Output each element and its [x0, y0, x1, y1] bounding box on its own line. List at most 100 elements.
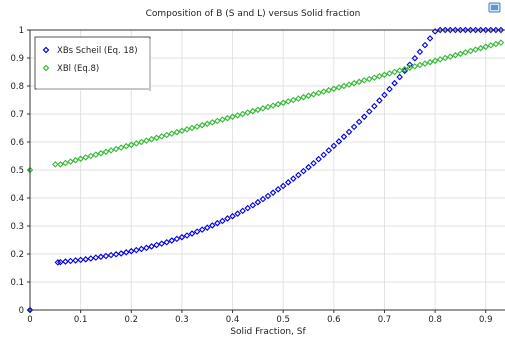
data-point: [87, 255, 95, 262]
legend-marker: [42, 64, 50, 72]
data-point: [72, 156, 79, 164]
data-point: [72, 257, 79, 264]
x-tick-label: 0.2: [125, 315, 139, 325]
data-point: [239, 110, 246, 118]
data-point: [62, 159, 69, 167]
data-point: [122, 142, 130, 150]
data-point: [82, 256, 89, 263]
data-point: [229, 113, 236, 121]
chart-title: Composition of B (S and L) versus Solid …: [146, 9, 361, 19]
data-point: [411, 63, 419, 70]
data-point: [391, 79, 398, 87]
data-point: [209, 119, 216, 126]
data-point: [426, 35, 434, 42]
data-point: [487, 42, 495, 49]
data-point: [487, 26, 495, 34]
legend-label: XBs Scheil (Eq. 18): [57, 46, 138, 56]
plot-frame: [29, 29, 505, 311]
data-point: [365, 108, 373, 115]
data-point: [57, 258, 64, 266]
data-point: [188, 124, 196, 132]
data-point: [259, 105, 267, 112]
data-point: [259, 195, 267, 203]
data-point: [457, 50, 464, 58]
data-point: [497, 39, 505, 46]
data-point: [112, 145, 120, 153]
legend-label: XBl (Eq.8): [57, 64, 99, 74]
data-point: [310, 91, 317, 98]
data-point: [436, 56, 444, 63]
y-tick-label: 0.6: [10, 138, 24, 148]
x-tick-label: 0.9: [479, 315, 493, 325]
data-point: [381, 91, 388, 99]
data-point: [335, 138, 343, 145]
data-point: [284, 98, 292, 105]
data-point: [305, 163, 312, 171]
data-point: [472, 26, 479, 34]
y-tick-label: 1: [19, 26, 24, 36]
data-point: [168, 237, 176, 244]
data-point: [401, 65, 409, 73]
y-tick-label: 0.2: [10, 250, 24, 260]
data-point: [153, 241, 160, 249]
data-point: [350, 123, 358, 131]
data-point: [219, 116, 226, 123]
data-point: [117, 144, 125, 151]
x-tick-label: 0.7: [378, 315, 392, 325]
legend: XBs Scheil (Eq. 18) XBl (Eq.8): [34, 36, 151, 91]
data-point: [224, 215, 231, 222]
data-point: [411, 55, 419, 62]
data-point: [472, 46, 479, 53]
y-tick-label: 0.3: [10, 222, 24, 232]
data-point: [360, 77, 368, 84]
series-2: [26, 39, 505, 174]
x-tick-label: 0.6: [327, 315, 341, 325]
data-point: [92, 254, 100, 261]
data-point: [284, 179, 292, 186]
axis-ticks: 0 0.1 0.2 0.3 0.4 0.5 0.6 0.7 0.8 0.9 0 0.1 0.2 0.3 0.…: [10, 26, 492, 325]
data-point: [173, 128, 181, 136]
data-point: [26, 306, 34, 314]
data-point: [87, 152, 95, 160]
data-point: [452, 26, 459, 34]
x-tick-label: 0.1: [74, 315, 88, 325]
data-point: [386, 85, 393, 93]
data-point: [391, 68, 398, 76]
data-point: [239, 207, 246, 215]
data-point: [340, 82, 348, 90]
y-tick-label: 0.8: [10, 82, 24, 92]
data-point: [133, 246, 140, 254]
data-point: [436, 26, 444, 34]
data-point: [77, 155, 84, 163]
data-point: [452, 51, 459, 59]
y-tick-label: 0: [19, 306, 24, 316]
data-point: [441, 26, 449, 34]
data-point: [345, 81, 353, 88]
data-point: [67, 257, 74, 265]
data-point: [274, 100, 282, 108]
data-point: [112, 251, 120, 258]
x-tick-label: 0.4: [226, 315, 240, 325]
data-point: [97, 253, 105, 261]
data-point: [360, 113, 368, 121]
data-point: [305, 92, 312, 100]
data-point: [188, 230, 196, 237]
y-tick-label: 0.4: [10, 194, 24, 204]
export-icon[interactable]: [488, 2, 501, 13]
data-point: [214, 117, 221, 125]
data-point: [421, 60, 429, 67]
data-point: [102, 148, 110, 156]
data-point: [219, 217, 226, 225]
data-point: [127, 247, 135, 255]
data-point: [153, 134, 160, 142]
data-point: [386, 70, 393, 77]
data-point: [198, 226, 206, 233]
series-1: [26, 26, 505, 314]
data-point: [421, 41, 429, 49]
data-point: [371, 74, 378, 81]
data-point: [274, 186, 282, 193]
data-point: [340, 133, 348, 140]
data-point: [467, 26, 474, 34]
data-point: [163, 131, 171, 139]
data-point: [229, 212, 236, 220]
